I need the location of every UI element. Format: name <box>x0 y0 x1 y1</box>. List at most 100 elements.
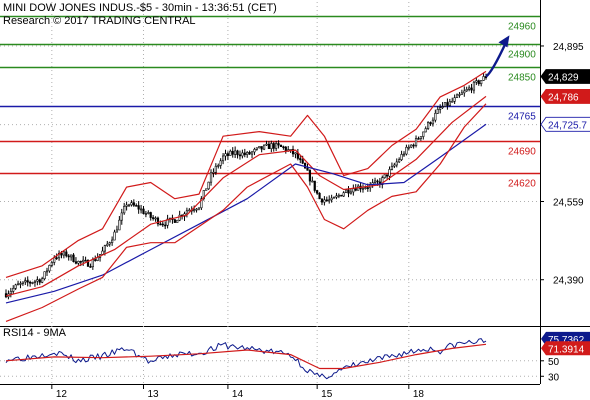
candle-body <box>36 279 39 282</box>
candle-body <box>24 280 27 283</box>
candle-body <box>111 239 114 243</box>
candle-body <box>260 146 263 150</box>
candle-body <box>60 252 63 256</box>
candle-body <box>441 106 444 108</box>
candle-body <box>103 245 106 252</box>
candle-body <box>12 288 15 292</box>
candle-body <box>238 154 242 157</box>
candle-body <box>123 206 126 214</box>
chart-instrument-title: MINI DOW JONES INDUS.-$5 - 30min - 13:36… <box>3 2 277 14</box>
candle-body <box>400 154 403 160</box>
candle-body <box>26 280 29 283</box>
date-tick-label: 14 <box>232 389 244 400</box>
candle-body <box>91 259 94 268</box>
candle-body <box>231 150 234 155</box>
candle-body <box>94 259 97 261</box>
candle-body <box>130 202 133 206</box>
candle-body <box>272 143 275 149</box>
rsi-tick-label: 50 <box>548 357 560 368</box>
candle-body <box>383 174 386 178</box>
candle-body <box>443 102 447 107</box>
candle-body <box>463 90 466 94</box>
candle-body <box>422 131 425 137</box>
candle-body <box>243 152 246 155</box>
candle-body <box>431 119 435 125</box>
candle-body <box>205 188 208 191</box>
candle-body <box>318 192 321 200</box>
candle-body <box>439 107 442 110</box>
candle-body <box>193 209 196 212</box>
candle-body <box>33 280 37 283</box>
candle-body <box>152 217 155 219</box>
candle-body <box>149 212 152 218</box>
candle-body <box>72 254 75 263</box>
candle-body <box>347 189 350 194</box>
candle-body <box>342 192 345 197</box>
candle-body <box>14 284 17 289</box>
candle-body <box>161 223 164 226</box>
candle-body <box>424 128 427 133</box>
candle-body <box>236 150 239 156</box>
candle-body <box>364 187 367 189</box>
level-label: 24690 <box>508 147 536 158</box>
candle-body <box>306 167 309 171</box>
candle-body <box>330 197 333 201</box>
candle-body <box>101 250 104 255</box>
candle-body <box>229 150 232 156</box>
candle-body <box>393 164 396 167</box>
candle-body <box>407 146 410 149</box>
date-tick-label: 18 <box>413 389 425 400</box>
candle-body <box>419 136 422 139</box>
candle-body <box>45 270 49 273</box>
level-label: 24960 <box>508 22 536 33</box>
candle-body <box>250 151 254 155</box>
candle-body <box>246 152 249 155</box>
candle-body <box>241 152 244 157</box>
candle-body <box>446 102 449 106</box>
candle-body <box>270 143 273 150</box>
candle-body <box>62 251 65 256</box>
candle-body <box>55 257 58 259</box>
candle-body <box>202 190 205 199</box>
candle-body <box>468 87 471 90</box>
candle-body <box>84 259 87 262</box>
candle-body <box>482 76 485 81</box>
candle-body <box>217 165 220 167</box>
candle-body <box>176 219 179 223</box>
candle-body <box>349 191 353 194</box>
candle-body <box>361 187 365 190</box>
candle-body <box>405 146 408 155</box>
price-tag <box>540 116 590 132</box>
candle-body <box>458 94 461 96</box>
candle-body <box>294 152 297 155</box>
candle-body <box>395 161 398 166</box>
candle-body <box>226 153 230 156</box>
candle-body <box>118 219 121 231</box>
candle-body <box>345 189 348 194</box>
projection-arrow-shaft <box>485 40 508 78</box>
candle-body <box>475 80 478 83</box>
candle-body <box>164 224 167 227</box>
candle-body <box>173 219 176 223</box>
candle-body <box>207 181 210 190</box>
candle-body <box>332 196 336 199</box>
candle-body <box>316 190 319 194</box>
price-tag <box>540 89 590 104</box>
candle-body <box>366 187 369 189</box>
candle-body <box>299 158 302 161</box>
candle-body <box>209 172 213 183</box>
candle-body <box>253 149 256 153</box>
candle-body <box>86 260 90 267</box>
candle-body <box>277 143 280 146</box>
price-tag <box>540 69 590 84</box>
candle-body <box>135 205 138 207</box>
candle-body <box>139 208 143 211</box>
candle-body <box>166 218 169 226</box>
candle-body <box>43 271 46 280</box>
candle-body <box>381 177 384 185</box>
candle-body <box>301 159 304 164</box>
candle-body <box>108 242 111 245</box>
candle-body <box>79 260 82 263</box>
candle-body <box>154 217 157 220</box>
candle-body <box>195 208 198 211</box>
